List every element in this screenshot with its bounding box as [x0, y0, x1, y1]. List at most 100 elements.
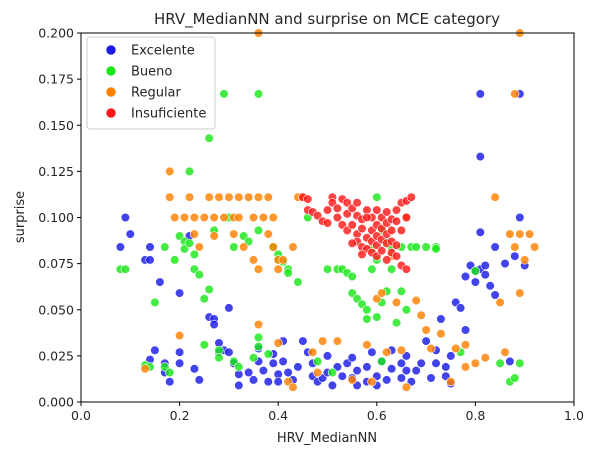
point-bueno-45	[313, 356, 323, 367]
point-excelente-94	[475, 89, 485, 99]
point-insuficiente-39	[377, 246, 387, 256]
x-tick-label: 0.4	[268, 408, 288, 423]
point-regular-33	[268, 242, 278, 252]
point-excelente-30	[248, 375, 259, 385]
point-regular-76	[515, 229, 525, 239]
point-bueno-69	[391, 318, 402, 328]
point-regular-73	[510, 89, 520, 99]
point-insuficiente-23	[357, 224, 367, 234]
point-regular-32	[268, 212, 278, 223]
point-excelente-16	[189, 364, 199, 374]
point-regular-16	[224, 192, 234, 202]
y-tick-label: 0.075	[38, 256, 74, 271]
point-excelente-43	[293, 362, 303, 372]
point-regular-1	[165, 166, 175, 176]
point-excelente-44	[298, 336, 308, 346]
point-bueno-71	[396, 286, 407, 296]
point-bueno-6	[160, 242, 170, 252]
point-excelente-75	[416, 358, 426, 368]
point-regular-63	[446, 377, 456, 387]
point-regular-9	[194, 242, 204, 252]
point-bueno-28	[234, 362, 244, 372]
point-excelente-82	[441, 362, 451, 372]
point-regular-46	[332, 336, 343, 346]
point-regular-2	[165, 192, 175, 202]
points-layer	[115, 28, 540, 392]
point-bueno-26	[229, 242, 239, 252]
point-excelente-58	[352, 366, 362, 376]
point-regular-10	[199, 212, 209, 223]
point-excelente-66	[382, 375, 392, 385]
point-regular-35	[273, 264, 283, 274]
point-excelente-76	[421, 336, 431, 346]
point-excelente-67	[387, 364, 397, 374]
point-regular-69	[490, 192, 500, 202]
legend-label-insuficiente: Insuficiente	[131, 107, 206, 122]
point-regular-27	[253, 264, 264, 274]
point-regular-39	[288, 242, 298, 252]
x-tick-label: 0.2	[170, 408, 190, 423]
point-bueno-59	[372, 192, 382, 202]
point-excelente-77	[426, 373, 436, 383]
point-insuficiente-22	[352, 198, 362, 208]
point-regular-51	[377, 288, 387, 298]
point-excelente-12	[175, 288, 185, 298]
point-bueno-58	[367, 264, 377, 274]
point-bueno-77	[431, 244, 441, 254]
point-regular-72	[505, 229, 515, 239]
y-tick-label: 0.200	[38, 26, 74, 41]
point-insuficiente-11	[332, 212, 343, 223]
point-regular-5	[179, 212, 190, 223]
point-excelente-98	[485, 281, 495, 291]
point-excelente-25	[224, 347, 234, 357]
point-regular-61	[426, 343, 436, 354]
point-regular-45	[318, 336, 328, 346]
point-insuficiente-50	[391, 251, 402, 261]
legend-label-bueno: Bueno	[131, 65, 172, 80]
y-axis-ticks: 0.000 0.025 0.050 0.075 0.100 0.125 0.150 0.175…	[38, 26, 81, 410]
point-regular-12	[209, 212, 219, 223]
point-bueno-64	[377, 356, 387, 367]
point-bueno-24	[219, 89, 229, 99]
point-regular-22	[244, 192, 254, 202]
point-regular-66	[460, 362, 471, 372]
point-regular-11	[204, 192, 214, 202]
point-bueno-81	[515, 358, 525, 368]
point-regular-13	[209, 231, 219, 241]
point-excelente-69	[396, 358, 407, 368]
point-regular-67	[470, 358, 481, 368]
y-tick-label: 0.000	[38, 395, 74, 410]
point-regular-58	[411, 295, 421, 306]
point-excelente-2	[125, 229, 135, 239]
legend-frame	[86, 36, 216, 130]
y-tick-label: 0.175	[38, 72, 74, 87]
point-bueno-16	[194, 270, 204, 280]
point-regular-29	[258, 212, 269, 223]
point-regular-19	[234, 192, 244, 202]
y-tick-label: 0.125	[38, 164, 74, 179]
point-regular-23	[248, 212, 259, 223]
point-bueno-31	[248, 353, 259, 363]
point-insuficiente-6	[322, 218, 333, 228]
point-regular-24	[248, 255, 259, 265]
point-excelente-14	[175, 358, 185, 368]
point-excelente-95	[475, 227, 485, 237]
y-tick-label: 0.100	[38, 210, 74, 225]
point-regular-68	[480, 353, 490, 363]
point-bueno-35	[253, 342, 264, 352]
point-regular-21	[239, 242, 249, 252]
point-bueno-78	[495, 358, 505, 368]
point-regular-37	[278, 255, 288, 265]
point-insuficiente-64	[357, 249, 367, 259]
point-regular-48	[362, 340, 372, 350]
point-regular-14	[214, 192, 224, 202]
point-insuficiente-55	[396, 225, 407, 235]
point-regular-6	[184, 192, 195, 202]
point-regular-44	[313, 367, 323, 378]
point-bueno-13	[184, 238, 195, 248]
point-excelente-13	[175, 347, 185, 357]
point-excelente-99	[490, 290, 500, 300]
point-insuficiente-52	[391, 205, 402, 215]
y-tick-label: 0.050	[38, 302, 74, 317]
point-excelente-36	[268, 358, 278, 368]
